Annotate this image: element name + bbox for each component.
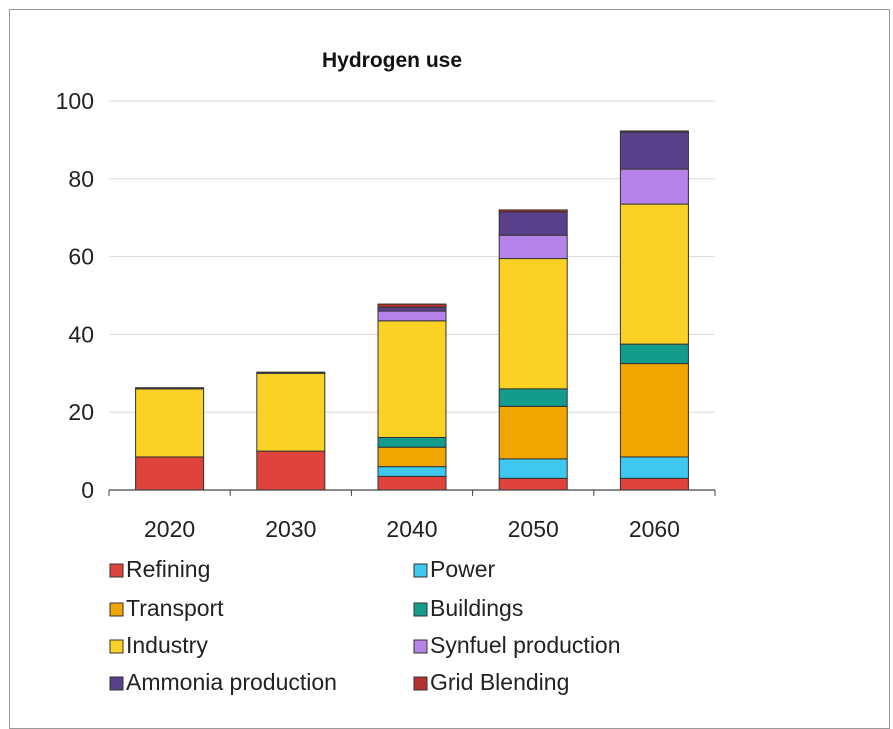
bar-segment xyxy=(619,203,689,345)
gridlines xyxy=(109,100,715,413)
bar-segment xyxy=(256,372,326,452)
bar-segment xyxy=(498,388,568,407)
bar-segment xyxy=(498,477,568,491)
bar-segment xyxy=(498,209,568,213)
bar-segment xyxy=(377,303,447,308)
bar-segment xyxy=(498,405,568,460)
bar-segment xyxy=(377,466,447,477)
x-tick-label: 2050 xyxy=(508,516,559,542)
bar-segment xyxy=(498,458,568,479)
legend-swatch xyxy=(109,563,124,578)
bar-segment xyxy=(256,450,326,491)
bar-segment xyxy=(619,130,689,133)
legend: Refining Power Transport Buildings Industry S… xyxy=(109,556,621,695)
bar-segment xyxy=(498,234,568,260)
bar-segment xyxy=(377,306,447,312)
chart-title: Hydrogen use xyxy=(322,49,462,72)
y-tick-label: 80 xyxy=(68,166,94,192)
bar-segment xyxy=(135,388,205,458)
legend-label: Refining xyxy=(126,556,210,582)
legend-label: Transport xyxy=(126,595,224,621)
bar-segment xyxy=(498,258,568,390)
bar-segment xyxy=(377,310,447,322)
x-tick-label: 2030 xyxy=(265,516,316,542)
bar-segment xyxy=(498,211,568,236)
legend-swatch xyxy=(413,639,428,654)
legend-swatch xyxy=(413,676,428,691)
bar-segment xyxy=(619,477,689,491)
bar-segment xyxy=(135,387,205,390)
legend-swatch xyxy=(109,602,124,617)
legend-label: Buildings xyxy=(430,595,523,621)
y-tick-label: 40 xyxy=(68,321,94,347)
bar-segment xyxy=(619,343,689,365)
legend-swatch xyxy=(109,639,124,654)
bar-segment xyxy=(377,436,447,448)
legend-swatch xyxy=(109,676,124,691)
bar-segment xyxy=(619,131,689,170)
legend-swatch xyxy=(413,602,428,617)
bar-segment xyxy=(619,168,689,205)
legend-label: Grid Blending xyxy=(430,669,569,695)
x-tick-label: 2060 xyxy=(629,516,680,542)
chart-frame: Hydrogen use 0 20 40 60 80 100 2020 2030 2040 205… xyxy=(9,9,890,729)
bar-segment xyxy=(377,475,447,491)
legend-label: Synfuel production xyxy=(430,632,621,658)
legend-label: Power xyxy=(430,556,496,582)
bar-segment xyxy=(377,320,447,438)
x-tick-label: 2020 xyxy=(144,516,195,542)
bar-segment xyxy=(256,371,326,374)
bars xyxy=(135,130,689,491)
bar-segment xyxy=(135,456,205,491)
bar-segment xyxy=(377,446,447,468)
legend-swatch xyxy=(413,563,428,578)
y-tick-label: 20 xyxy=(68,399,94,425)
y-tick-label: 0 xyxy=(81,477,94,503)
legend-label: Industry xyxy=(126,632,208,658)
y-tick-label: 100 xyxy=(56,88,94,114)
bar-segment xyxy=(619,363,689,458)
y-tick-label: 60 xyxy=(68,244,94,270)
x-tick-label: 2040 xyxy=(386,516,437,542)
legend-label: Ammonia production xyxy=(126,669,337,695)
bar-segment xyxy=(619,456,689,479)
